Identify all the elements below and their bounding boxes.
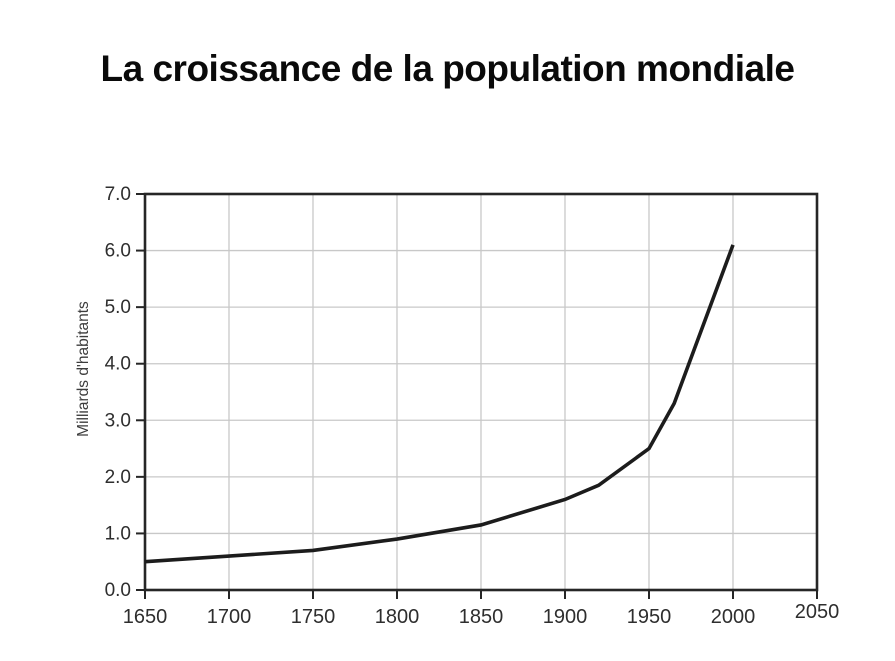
y-tick-label: 4.0 xyxy=(105,354,131,375)
x-tick-label: 1800 xyxy=(375,606,420,628)
series-line xyxy=(144,244,735,564)
x-tick-label: 2050 xyxy=(795,601,840,623)
y-tick-label: 3.0 xyxy=(105,410,131,431)
y-axis-title: Milliards d'habitants xyxy=(75,301,92,437)
chart-title: La croissance de la population mondiale xyxy=(100,48,795,89)
x-tick-label: 1900 xyxy=(543,606,588,628)
x-tick-label: 2000 xyxy=(711,606,756,628)
y-tick-label: 5.0 xyxy=(105,297,131,318)
tick-labels: 1650 1700 1750 1800 1850 1900 1950 2000 2050 0.0 1… xyxy=(105,184,840,628)
y-tick-label: 0.0 xyxy=(105,580,131,601)
x-tick-label: 1750 xyxy=(291,606,336,628)
y-tick-label: 2.0 xyxy=(105,467,131,488)
x-tick-label: 1700 xyxy=(207,606,252,628)
x-tick-label: 1950 xyxy=(627,606,672,628)
y-tick-label: 1.0 xyxy=(105,523,131,544)
x-tick-label: 1850 xyxy=(459,606,504,628)
tick-marks xyxy=(136,193,818,599)
y-tick-label: 6.0 xyxy=(105,241,131,262)
y-tick-label: 7.0 xyxy=(105,184,131,205)
gridlines xyxy=(145,194,817,590)
x-tick-label: 1650 xyxy=(123,606,168,628)
